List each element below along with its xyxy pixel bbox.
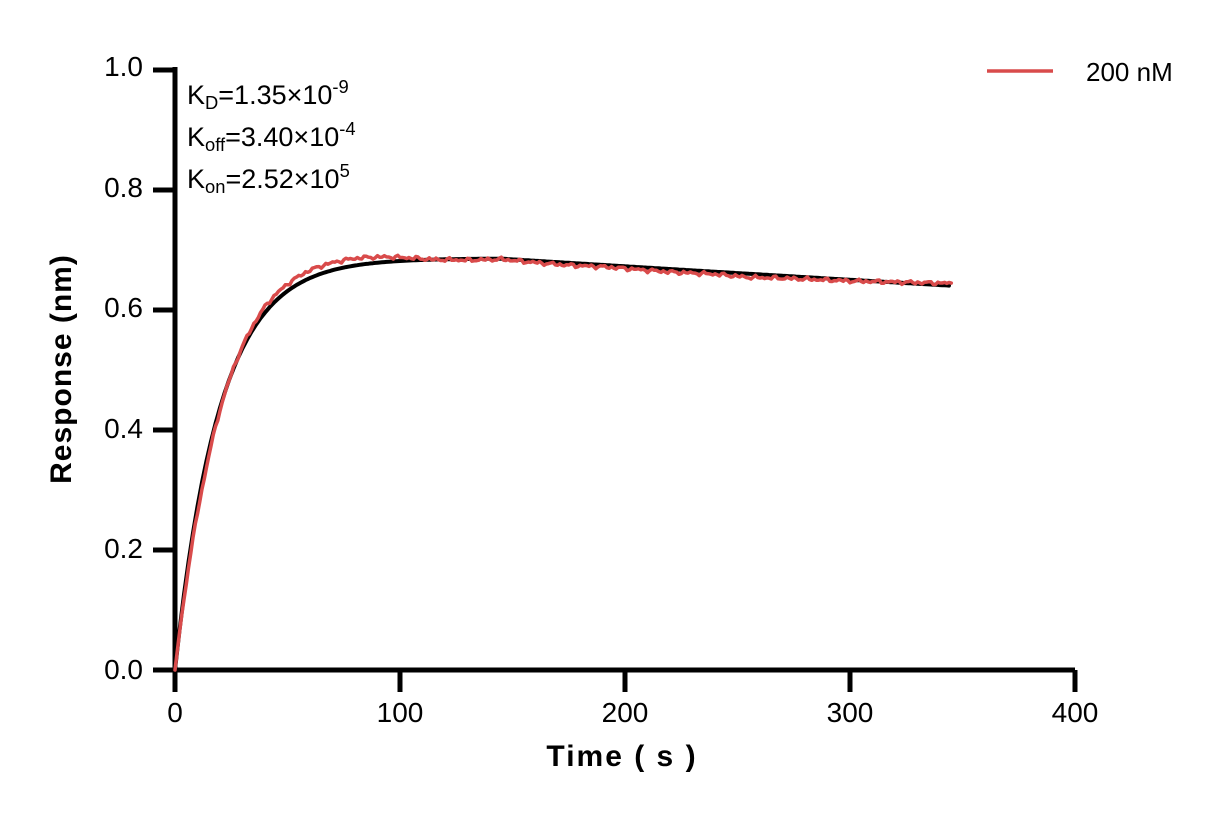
y-axis-title: Response (nm) — [45, 254, 78, 484]
ytick-label-0.2: 0.2 — [104, 533, 143, 564]
xtick-label-200: 200 — [601, 697, 649, 728]
ytick-label-1.0: 1.0 — [104, 51, 143, 82]
measured-curve-200nM — [173, 253, 954, 672]
ytick-label-0.0: 0.0 — [104, 654, 143, 685]
xtick-label-400: 400 — [1051, 697, 1099, 728]
axis-ticks — [153, 67, 1078, 692]
xtick-label-300: 300 — [826, 697, 874, 728]
x-axis-title: Time ( s ) — [546, 740, 698, 773]
xtick-label-100: 100 — [376, 697, 424, 728]
xtick-label-0: 0 — [167, 697, 183, 728]
kon-annotation: Kon=2.52×105 — [187, 160, 350, 197]
ytick-label-0.6: 0.6 — [104, 292, 143, 323]
kinetics-annotation-block: KD=1.35×10-9 Koff=3.40×10-4 Kon=2.52×105 — [187, 74, 356, 200]
koff-annotation: Koff=3.40×10-4 — [187, 118, 356, 155]
curves — [173, 253, 954, 672]
kd-annotation: KD=1.35×10-9 — [187, 76, 349, 113]
ytick-label-0.8: 0.8 — [104, 172, 143, 203]
legend-label: 200 nM — [1086, 57, 1173, 87]
ytick-label-0.4: 0.4 — [104, 413, 143, 444]
fitted-curve — [173, 256, 951, 672]
